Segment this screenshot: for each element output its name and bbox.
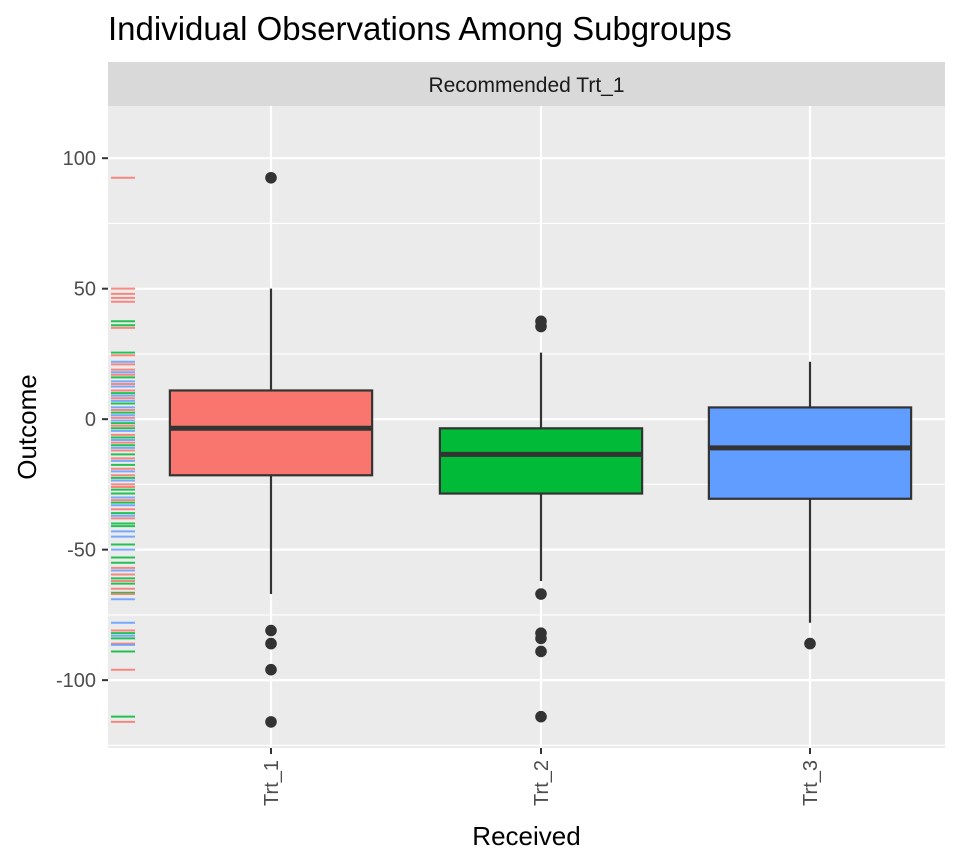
box-trt-3 (707, 361, 913, 650)
outlier-point (265, 624, 277, 637)
outlier-point (535, 632, 547, 645)
x-tick-label: Trt_2 (531, 760, 553, 806)
y-tick-label: -100 (56, 670, 96, 692)
y-axis: 100 50 0 -50 -100 (56, 148, 108, 692)
outlier-point (265, 716, 277, 728)
outlier-point (265, 663, 277, 676)
rug-marks (111, 176, 135, 723)
outlier-point (535, 710, 547, 723)
outlier-point (804, 637, 816, 650)
x-tick-label: Trt_1 (261, 760, 283, 806)
facet-strip (108, 62, 945, 106)
x-tick-label: Trt_3 (800, 760, 822, 806)
x-axis-title: Received (472, 821, 580, 851)
y-axis-title: Outcome (12, 374, 42, 480)
outlier-point (535, 645, 547, 658)
boxes (168, 171, 913, 728)
box-iqr (168, 389, 374, 477)
outlier-point (535, 320, 547, 333)
outlier-point (265, 637, 277, 650)
y-tick-label: 100 (63, 148, 96, 170)
facet-label: Recommended Trt_1 (428, 74, 624, 97)
y-tick-label: 50 (74, 279, 96, 301)
y-tick-label: 0 (85, 409, 96, 431)
outlier-point (535, 588, 547, 600)
x-axis: Trt_1 Trt_2 Trt_3 (261, 748, 822, 806)
outlier-point (265, 171, 277, 184)
box-iqr (707, 406, 913, 500)
chart-title: Individual Observations Among Subgroups (108, 10, 732, 47)
box-trt-1 (168, 171, 374, 728)
box-iqr (438, 427, 644, 495)
y-tick-label: -50 (67, 540, 96, 562)
box-trt-2 (438, 315, 644, 723)
